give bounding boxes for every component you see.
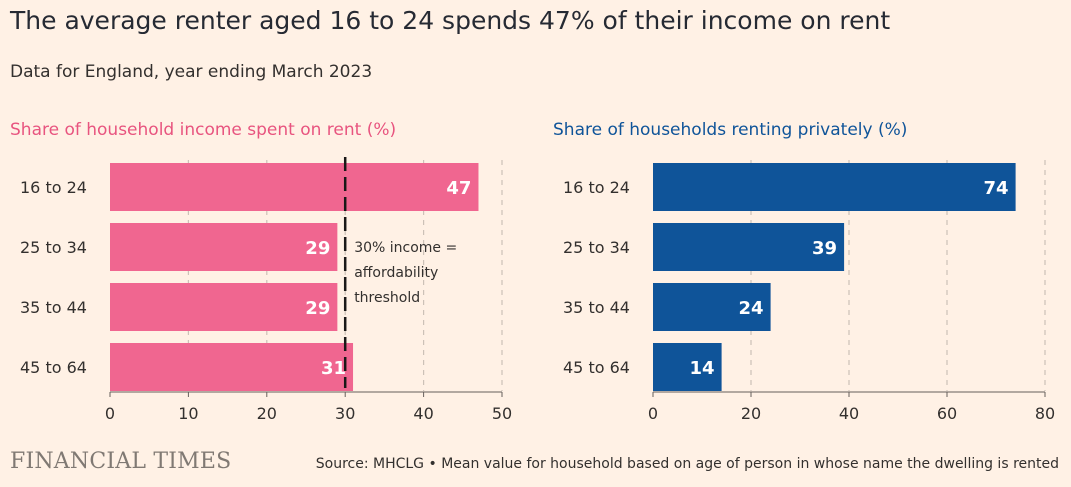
- threshold-annotation-line: affordability: [354, 265, 438, 281]
- renting-x-tick-label: 60: [937, 404, 957, 423]
- renting-bar: [653, 283, 771, 331]
- source-note: Source: MHCLG • Mean value for household…: [315, 456, 1059, 472]
- income-category-label: 35 to 44: [20, 298, 87, 317]
- income-bar: [110, 163, 479, 211]
- renting-bar-value-label: 74: [984, 178, 1009, 199]
- income-category-label: 16 to 24: [20, 178, 87, 197]
- income-bar-value-label: 29: [305, 238, 330, 259]
- income-x-tick-label: 0: [105, 404, 115, 423]
- income-bar-value-label: 47: [446, 178, 471, 199]
- renting-bar: [653, 223, 845, 271]
- renting-category-label: 16 to 24: [563, 178, 630, 197]
- chart-title: The average renter aged 16 to 24 spends …: [10, 6, 891, 35]
- income-bar: [110, 283, 338, 331]
- income-panel-title: Share of household income spent on rent …: [10, 120, 396, 140]
- income-bar: [110, 223, 338, 271]
- income-bar-value-label: 29: [305, 298, 330, 319]
- income-x-tick-label: 40: [413, 404, 433, 423]
- income-bar-value-label: 31: [321, 358, 346, 379]
- renting-category-label: 35 to 44: [563, 298, 630, 317]
- renting-x-tick-label: 40: [839, 404, 859, 423]
- income-bar: [110, 343, 354, 391]
- renting-x-tick-label: 80: [1035, 404, 1055, 423]
- renting-category-label: 45 to 64: [563, 358, 630, 377]
- income-x-tick-label: 30: [335, 404, 355, 423]
- income-x-tick-label: 10: [178, 404, 198, 423]
- renting-bar: [653, 343, 722, 391]
- renting-bar: [653, 163, 1016, 211]
- income-category-label: 25 to 34: [20, 238, 87, 257]
- chart-subtitle: Data for England, year ending March 2023: [10, 62, 373, 82]
- renting-bar-value-label: 39: [812, 238, 837, 259]
- renting-category-label: 25 to 34: [563, 238, 630, 257]
- renting-x-tick-label: 20: [741, 404, 761, 423]
- threshold-annotation-line: 30% income =: [354, 240, 457, 256]
- renting-x-tick-label: 0: [648, 404, 658, 423]
- renting-bar-value-label: 24: [739, 298, 764, 319]
- income-category-label: 45 to 64: [20, 358, 87, 377]
- renting-bar-value-label: 14: [690, 358, 715, 379]
- ft-logo: FINANCIAL TIMES: [10, 449, 232, 474]
- threshold-annotation-line: threshold: [354, 290, 420, 306]
- income-x-tick-label: 20: [257, 404, 277, 423]
- renting-panel-title: Share of households renting privately (%…: [553, 120, 907, 140]
- income-x-tick-label: 50: [492, 404, 512, 423]
